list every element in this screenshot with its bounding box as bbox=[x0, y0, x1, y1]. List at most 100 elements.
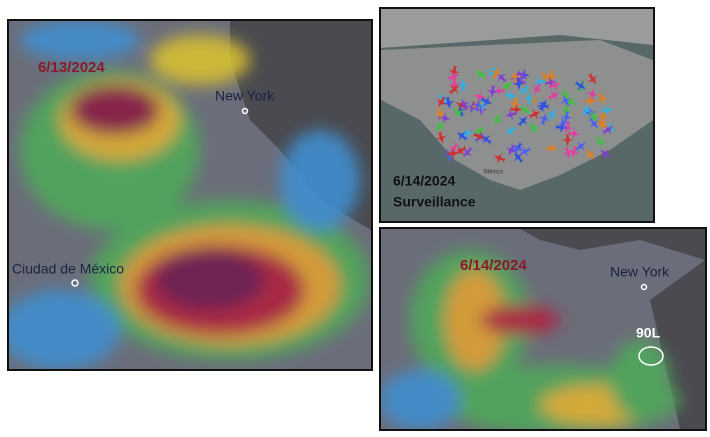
aircraft-icon bbox=[459, 98, 470, 111]
aircraft-icon bbox=[492, 84, 505, 97]
aircraft-icon bbox=[545, 70, 558, 83]
aircraft-icon bbox=[564, 95, 577, 106]
aircraft-icon bbox=[596, 119, 609, 130]
aircraft-icon bbox=[584, 148, 595, 160]
aircraft-icon bbox=[463, 146, 474, 158]
panel-border bbox=[7, 19, 373, 371]
aircraft-icon bbox=[574, 80, 587, 91]
city-marker bbox=[640, 283, 648, 291]
aircraft-icon bbox=[476, 100, 489, 113]
aircraft-icon bbox=[547, 90, 560, 102]
aircraft-icon bbox=[513, 75, 527, 88]
aircraft-icon bbox=[557, 117, 570, 130]
aircraft-icon bbox=[434, 120, 445, 133]
aircraft-icon bbox=[504, 108, 518, 121]
city-marker bbox=[71, 279, 79, 287]
aircraft-icon bbox=[438, 112, 451, 125]
aircraft-icon bbox=[474, 68, 487, 79]
aircraft-icon bbox=[505, 143, 517, 156]
weather-map-2: 6/14/2024 New York 90L bbox=[381, 229, 705, 429]
storm-label: 90L bbox=[636, 325, 661, 341]
aircraft-icon bbox=[497, 72, 508, 84]
aircraft-icon bbox=[581, 104, 592, 117]
city-label: New York bbox=[610, 264, 670, 280]
caption: Surveillance bbox=[393, 194, 476, 210]
aircraft-icon bbox=[519, 84, 531, 95]
aircraft-icon bbox=[519, 104, 531, 116]
aircraft-icon bbox=[601, 124, 614, 136]
aircraft-icon bbox=[559, 88, 572, 101]
aircraft-icon bbox=[455, 145, 468, 156]
aircraft-icon bbox=[442, 148, 455, 161]
aircraft-icon bbox=[436, 95, 447, 108]
aircraft-icon bbox=[509, 70, 521, 84]
aircraft-icon bbox=[512, 77, 525, 91]
aircraft-icon bbox=[447, 147, 460, 160]
aircraft-icon bbox=[442, 96, 455, 110]
city-marker bbox=[241, 107, 249, 115]
aircraft-icon bbox=[562, 146, 574, 159]
storm-marker bbox=[638, 346, 664, 366]
weather-map-1: 6/13/2024 New York Ciudad de México bbox=[9, 21, 371, 369]
aircraft-icon bbox=[528, 109, 541, 120]
city-label: New York bbox=[215, 88, 275, 104]
aircraft-icon bbox=[481, 134, 493, 146]
aircraft-icon bbox=[546, 109, 557, 121]
aircraft-icon bbox=[503, 89, 517, 102]
aircraft-icon bbox=[532, 82, 543, 95]
aircraft-icon bbox=[505, 125, 517, 136]
aircraft-icon bbox=[480, 95, 493, 107]
aircraft-icon bbox=[560, 111, 573, 124]
aircraft-icon bbox=[509, 97, 521, 110]
aircraft-icon bbox=[455, 104, 467, 117]
aircraft-icon bbox=[448, 142, 460, 155]
aircraft-icon bbox=[584, 95, 597, 108]
aircraft-icon bbox=[448, 78, 461, 91]
aircraft-icon bbox=[457, 78, 470, 91]
aircraft-icon bbox=[490, 66, 502, 80]
aircraft-icon bbox=[538, 99, 549, 112]
date-label: 6/14/2024 bbox=[460, 257, 527, 274]
aircraft-icon bbox=[433, 107, 446, 120]
aircraft-icon bbox=[473, 91, 486, 103]
aircraft-icon bbox=[561, 120, 574, 134]
aircraft-icon bbox=[545, 142, 559, 155]
aircraft-icon bbox=[460, 127, 473, 139]
aircraft-icon bbox=[516, 69, 528, 80]
aircraft-icon bbox=[600, 149, 612, 160]
aircraft-icon bbox=[597, 110, 609, 123]
aircraft-icon bbox=[588, 117, 599, 129]
aircraft-icon bbox=[513, 152, 525, 164]
aircraft-icon bbox=[601, 104, 614, 117]
aircraft-icon bbox=[471, 99, 484, 112]
aircraft-icon bbox=[448, 84, 460, 96]
aircraft-icon bbox=[509, 143, 522, 156]
aircraft-icon bbox=[561, 134, 574, 147]
aircraft-icon bbox=[452, 106, 464, 119]
aircraft-icon bbox=[560, 94, 572, 108]
aircraft-cluster bbox=[433, 65, 616, 164]
aircraft-icon bbox=[447, 71, 460, 83]
aircraft-icon bbox=[595, 135, 606, 148]
aircraft-icon bbox=[493, 152, 506, 164]
aircraft-icon bbox=[548, 79, 561, 92]
panel-border bbox=[379, 7, 655, 223]
flight-map: México 6/14/2024 Surveillance bbox=[381, 9, 653, 221]
aircraft-icon bbox=[528, 122, 539, 134]
aircraft-icon bbox=[586, 87, 599, 101]
aircraft-icon bbox=[492, 113, 503, 126]
aircraft-icon bbox=[472, 130, 486, 142]
aircraft-icon bbox=[510, 103, 523, 116]
aircraft-icon bbox=[456, 131, 469, 142]
aircraft-icon bbox=[596, 92, 608, 105]
aircraft-icon bbox=[555, 121, 568, 134]
city-label: Ciudad de México bbox=[12, 261, 124, 277]
aircraft-icon bbox=[574, 141, 586, 152]
aircraft-icon bbox=[475, 103, 488, 116]
aircraft-icon bbox=[587, 72, 598, 85]
aircraft-icon bbox=[448, 65, 460, 78]
aircraft-icon bbox=[588, 110, 599, 123]
aircraft-icon bbox=[519, 145, 532, 157]
aircraft-icon bbox=[523, 92, 536, 105]
date-label: 6/13/2024 bbox=[38, 59, 105, 76]
